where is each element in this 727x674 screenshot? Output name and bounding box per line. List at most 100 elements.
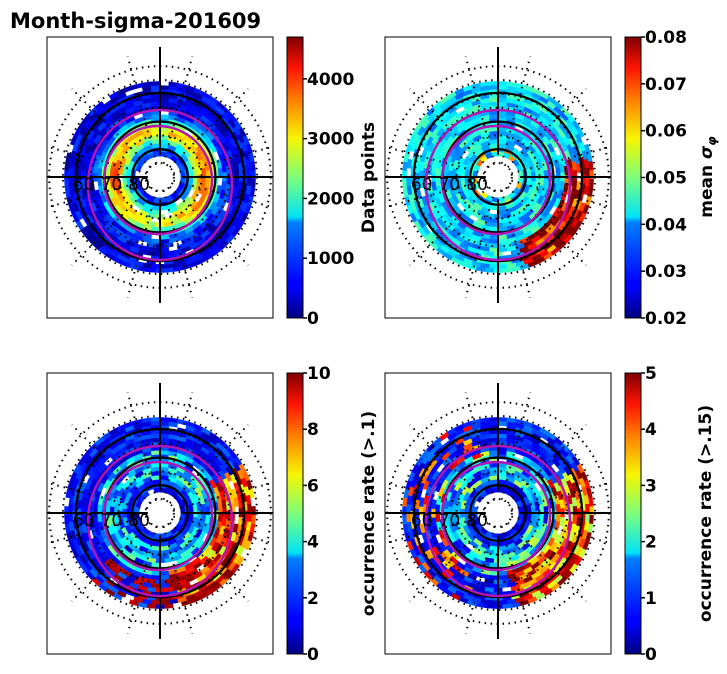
grid-radial-dotted [162, 392, 194, 500]
heatmap-cell [497, 429, 508, 435]
heatmap-cell [497, 421, 508, 427]
grid-radial-dotted [126, 392, 158, 500]
grid-radial-dotted [169, 88, 249, 168]
colorbar-tick-label: 2 [307, 589, 319, 609]
grid-radial-dotted [47, 179, 147, 209]
colorbar-tick-label: 0.06 [645, 122, 687, 142]
colorbar [624, 372, 642, 655]
grid-radial-dotted [71, 424, 151, 504]
grid-radial-dotted [173, 481, 273, 511]
grid-radial-dotted [169, 522, 249, 602]
heatmap-cell [246, 176, 252, 187]
latitude-label: 80 [128, 175, 150, 195]
grid-radial-dotted [511, 179, 611, 209]
grid-radial-dotted [385, 515, 485, 545]
grid-radial-dotted [47, 481, 147, 511]
heatmap-cell [246, 503, 252, 514]
colorbar-tick-label: 5 [645, 364, 657, 384]
grid-radial-dotted [500, 392, 532, 500]
colorbar-tick-label: 0 [307, 309, 319, 329]
heatmap-cell [159, 429, 170, 435]
latitude-label: 70 [101, 511, 123, 531]
heatmap-cell [150, 263, 161, 269]
panel-bottom-left: 60 70 80 0 2 4 6 8 10 occurrence rate (>.1) [46, 364, 379, 665]
latitude-label: 70 [439, 175, 461, 195]
heatmap-cell [150, 81, 161, 87]
heatmap-cell [584, 176, 590, 187]
grid-radial-dotted [385, 481, 485, 511]
colorbar [624, 36, 642, 319]
colorbar-tick-label: 4 [307, 533, 319, 553]
heatmap-cell [150, 417, 161, 423]
colorbar-tick-label: 0.04 [645, 215, 687, 235]
heatmap-cell [246, 167, 252, 178]
colorbar-tick-label: 0.02 [645, 309, 687, 329]
latitude-label: 80 [466, 175, 488, 195]
grid-radial-dotted [169, 186, 249, 266]
heatmap-cell [488, 85, 499, 91]
latitude-label: 80 [466, 511, 488, 531]
grid-radial-dotted [126, 190, 158, 298]
colorbar-label: occurrence rate (>.15) [696, 405, 716, 622]
colorbar-tick-label: 0.03 [645, 262, 687, 282]
heatmap-cell [497, 93, 508, 99]
heatmap-cell [168, 421, 179, 428]
panel-top-right: 60 70 80 0.02 0.03 0.04 0.05 0.06 0.07 0.08 mean σ… [384, 28, 719, 329]
heatmap-cell [159, 263, 170, 269]
heatmap-cell [488, 93, 499, 99]
heatmap-cell [584, 503, 590, 514]
colorbar-tick-label: 8 [307, 420, 319, 440]
heatmap-cell [488, 81, 499, 87]
grid-radial-dotted [507, 88, 587, 168]
heatmap-cell [488, 429, 499, 435]
heatmap-cell [150, 85, 161, 91]
grid-radial-dotted [126, 526, 158, 634]
grid-radial-dotted [162, 190, 194, 298]
colorbar-tick-label: 1 [645, 589, 657, 609]
grid-radial-dotted [464, 56, 496, 164]
heatmap-cell [488, 433, 499, 439]
latitude-label: 70 [101, 175, 123, 195]
grid-radial-dotted [507, 424, 587, 504]
grid-radial-dotted [500, 190, 532, 298]
grid-radial-dotted [173, 515, 273, 545]
heatmap-cell [497, 433, 508, 439]
figure-title: Month-sigma-201609 [10, 9, 261, 33]
heatmap-cell [150, 93, 161, 99]
heatmap-cell [150, 433, 161, 439]
grid-radial-dotted [162, 56, 194, 164]
heatmap-cell [159, 97, 170, 103]
colorbar-tick-label: 2 [645, 533, 657, 553]
colorbar-tick-label: 0.07 [645, 75, 687, 95]
colorbar-tick-label: 4000 [307, 70, 354, 90]
panel-top-left: 60 70 80 0 1000 2000 3000 4000 Data points [46, 36, 379, 329]
colorbar-tick-label: 6 [307, 476, 319, 496]
heatmap-cell [159, 85, 170, 91]
grid-radial-dotted [47, 515, 147, 545]
heatmap-cell [246, 512, 252, 523]
grid-radial-dotted [409, 186, 489, 266]
colorbar-tick-label: 0.08 [645, 28, 687, 48]
heatmap-cell [497, 97, 508, 103]
grid-radial-dotted [500, 56, 532, 164]
grid-radial-dotted [511, 481, 611, 511]
heatmap-cell [159, 599, 170, 605]
grid-radial-dotted [126, 56, 158, 164]
grid-radial-dotted [507, 522, 587, 602]
colorbar-label: occurrence rate (>.1) [359, 411, 379, 616]
colorbar-tick-label: 0 [307, 645, 319, 665]
oval-equatorward [424, 108, 572, 262]
heatmap-cell [159, 433, 170, 439]
heatmap-cell [488, 97, 499, 103]
colorbar-label: mean σφ [697, 136, 719, 218]
heatmap-cell [497, 81, 508, 87]
grid-radial-dotted [464, 190, 496, 298]
oval-poleward [102, 460, 214, 572]
grid-radial-dotted [385, 145, 485, 175]
colorbar-tick-label: 10 [307, 364, 331, 384]
colorbar [286, 372, 304, 655]
colorbar-tick-label: 4 [645, 420, 657, 440]
oval-poleward [102, 124, 214, 236]
heatmap-cell [159, 421, 170, 427]
